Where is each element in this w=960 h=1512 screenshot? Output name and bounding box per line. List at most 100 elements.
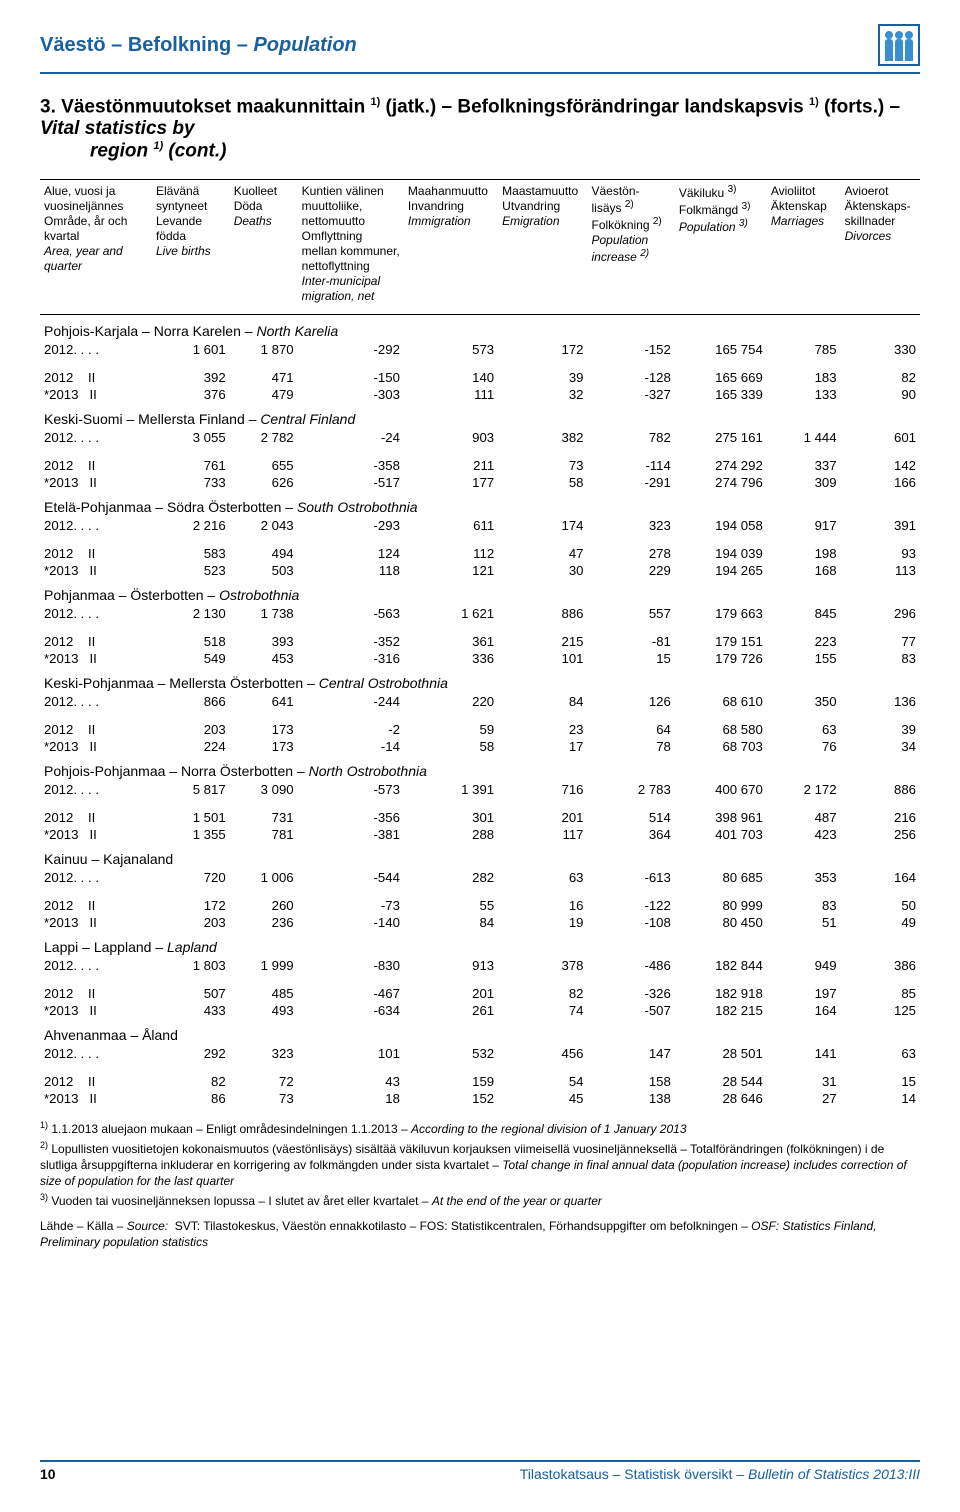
cell-value: 364 bbox=[588, 826, 675, 843]
row-label: *2013 II bbox=[40, 826, 152, 843]
region-name: Pohjois-Pohjanmaa – Norra Österbotten – … bbox=[40, 755, 920, 780]
cell-value: -352 bbox=[298, 633, 404, 650]
cell-value: -573 bbox=[298, 780, 404, 803]
cell-value: 15 bbox=[588, 650, 675, 667]
cell-value: -293 bbox=[298, 516, 404, 539]
cell-value: 236 bbox=[230, 914, 298, 931]
row-label: 2012. . . . bbox=[40, 1044, 152, 1067]
cell-value: 220 bbox=[404, 692, 498, 715]
cell-value: 165 754 bbox=[675, 340, 767, 363]
cell-value: 82 bbox=[841, 369, 920, 386]
table-row: *2013 II733626-51717758-291274 796309166 bbox=[40, 474, 920, 491]
cell-value: 39 bbox=[841, 721, 920, 738]
cell-value: 174 bbox=[498, 516, 587, 539]
cell-value: 73 bbox=[498, 457, 587, 474]
header-fi: Väestö bbox=[40, 34, 106, 56]
cell-value: 166 bbox=[841, 474, 920, 491]
table-row: 2012 II172260-735516-12280 9998350 bbox=[40, 897, 920, 914]
cell-value: -152 bbox=[588, 340, 675, 363]
table-row: 2012 II58349412411247278194 03919893 bbox=[40, 545, 920, 562]
table-row: *2013 II224173-1458177868 7037634 bbox=[40, 738, 920, 755]
cell-value: 77 bbox=[841, 633, 920, 650]
cell-value: -140 bbox=[298, 914, 404, 931]
cell-value: 3 090 bbox=[230, 780, 298, 803]
cell-value: 124 bbox=[298, 545, 404, 562]
col-immigration: MaahanmuuttoInvandring Immigration bbox=[404, 179, 498, 314]
row-label: 2012. . . . bbox=[40, 428, 152, 451]
cell-value: 532 bbox=[404, 1044, 498, 1067]
cell-value: 260 bbox=[230, 897, 298, 914]
cell-value: 179 726 bbox=[675, 650, 767, 667]
cell-value: 23 bbox=[498, 721, 587, 738]
cell-value: 350 bbox=[767, 692, 841, 715]
cell-value: 626 bbox=[230, 474, 298, 491]
region-header: Lappi – Lappland – Lapland bbox=[40, 931, 920, 956]
cell-value: 101 bbox=[298, 1044, 404, 1067]
cell-value: 274 796 bbox=[675, 474, 767, 491]
row-label: *2013 II bbox=[40, 914, 152, 931]
cell-value: 84 bbox=[404, 914, 498, 931]
table-row: 2012. . . .29232310153245614728 50114163 bbox=[40, 1044, 920, 1067]
cell-value: 330 bbox=[841, 340, 920, 363]
col-population: Väkiluku 3) Folkmängd 3) Population 3) bbox=[675, 179, 767, 314]
col-area: Alue, vuosi javuosineljännes Område, år … bbox=[40, 179, 152, 314]
cell-value: 158 bbox=[588, 1073, 675, 1090]
table-row: *2013 II8673181524513828 6462714 bbox=[40, 1090, 920, 1107]
vital-statistics-table: Alue, vuosi javuosineljännes Område, år … bbox=[40, 179, 920, 1107]
cell-value: 917 bbox=[767, 516, 841, 539]
cell-value: 583 bbox=[152, 545, 230, 562]
cell-value: -303 bbox=[298, 386, 404, 403]
cell-value: -244 bbox=[298, 692, 404, 715]
cell-value: 401 703 bbox=[675, 826, 767, 843]
cell-value: 113 bbox=[841, 562, 920, 579]
cell-value: -73 bbox=[298, 897, 404, 914]
cell-value: 382 bbox=[498, 428, 587, 451]
cell-value: 655 bbox=[230, 457, 298, 474]
cell-value: 93 bbox=[841, 545, 920, 562]
cell-value: 50 bbox=[841, 897, 920, 914]
cell-value: 58 bbox=[404, 738, 498, 755]
cell-value: 2 130 bbox=[152, 604, 230, 627]
row-label: 2012 II bbox=[40, 721, 152, 738]
table-row: 2012. . . .5 8173 090-5731 3917162 78340… bbox=[40, 780, 920, 803]
cell-value: 398 961 bbox=[675, 809, 767, 826]
cell-value: 64 bbox=[588, 721, 675, 738]
row-label: *2013 II bbox=[40, 1090, 152, 1107]
cell-value: 393 bbox=[230, 633, 298, 650]
cell-value: 201 bbox=[498, 809, 587, 826]
cell-value: 471 bbox=[230, 369, 298, 386]
col-divorces: AvioerotÄktenskaps-skillnader Divorces bbox=[841, 179, 920, 314]
header-sv: Befolkning bbox=[128, 34, 231, 56]
cell-value: 1 621 bbox=[404, 604, 498, 627]
table-row: *2013 II203236-1408419-10880 4505149 bbox=[40, 914, 920, 931]
cell-value: 1 444 bbox=[767, 428, 841, 451]
cell-value: 1 355 bbox=[152, 826, 230, 843]
cell-value: 641 bbox=[230, 692, 298, 715]
cell-value: 845 bbox=[767, 604, 841, 627]
cell-value: 182 918 bbox=[675, 985, 767, 1002]
cell-value: 111 bbox=[404, 386, 498, 403]
cell-value: -613 bbox=[588, 868, 675, 891]
cell-value: 54 bbox=[498, 1073, 587, 1090]
cell-value: 337 bbox=[767, 457, 841, 474]
cell-value: 223 bbox=[767, 633, 841, 650]
col-marriages: AvioliitotÄktenskap Marriages bbox=[767, 179, 841, 314]
cell-value: -486 bbox=[588, 956, 675, 979]
cell-value: 63 bbox=[841, 1044, 920, 1067]
cell-value: 183 bbox=[767, 369, 841, 386]
row-label: *2013 II bbox=[40, 562, 152, 579]
cell-value: 172 bbox=[498, 340, 587, 363]
row-label: 2012. . . . bbox=[40, 340, 152, 363]
cell-value: 903 bbox=[404, 428, 498, 451]
table-row: *2013 II549453-31633610115179 72615583 bbox=[40, 650, 920, 667]
table-row: 2012 II392471-15014039-128165 66918382 bbox=[40, 369, 920, 386]
col-migration: Kuntien välinenmuuttoliike,nettomuutto O… bbox=[298, 179, 404, 314]
cell-value: -326 bbox=[588, 985, 675, 1002]
region-name: Keski-Suomi – Mellersta Finland – Centra… bbox=[40, 403, 920, 428]
cell-value: 733 bbox=[152, 474, 230, 491]
region-header: Kainuu – Kajanaland bbox=[40, 843, 920, 868]
cell-value: 913 bbox=[404, 956, 498, 979]
cell-value: 507 bbox=[152, 985, 230, 1002]
region-header: Keski-Pohjanmaa – Mellersta Österbotten … bbox=[40, 667, 920, 692]
cell-value: 292 bbox=[152, 1044, 230, 1067]
